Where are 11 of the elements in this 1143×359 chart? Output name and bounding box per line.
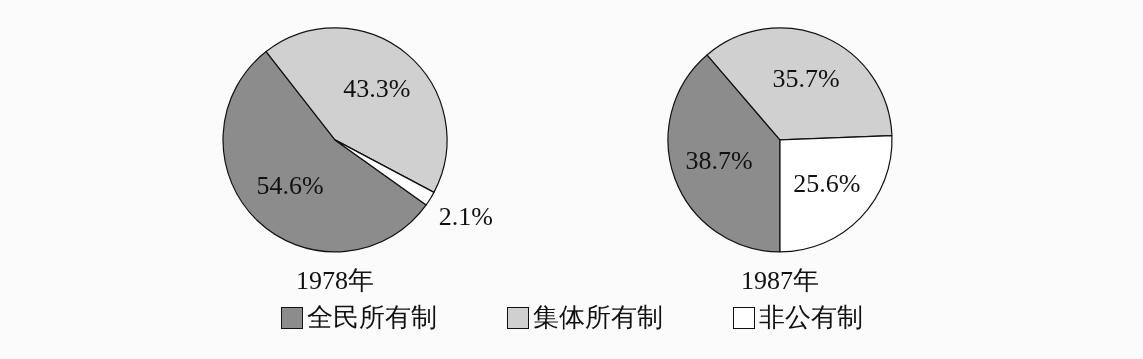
data-label: 2.1% (438, 201, 493, 231)
text: 1978年 (296, 266, 374, 296)
data-label: 38.7% (685, 146, 753, 176)
data-label: 54.6% (256, 170, 324, 200)
text: 1987年 (741, 266, 819, 296)
data-label: 43.3% (343, 73, 411, 103)
legend-label: 集体所有制 (532, 302, 663, 334)
legend-label: 全民所有制 (306, 302, 437, 334)
legend-label: 非公有制 (758, 302, 863, 334)
data-label: 25.6% (793, 168, 861, 198)
data-label: 35.7% (772, 64, 840, 94)
